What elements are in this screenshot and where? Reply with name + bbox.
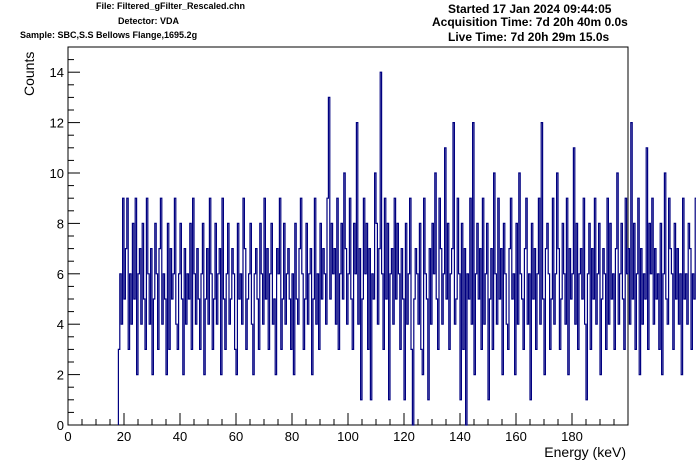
x-tick-label: 140 xyxy=(449,429,471,444)
y-tick-label: 4 xyxy=(57,317,64,332)
y-tick-label: 8 xyxy=(57,216,64,231)
x-tick-label: 20 xyxy=(117,429,131,444)
file-name-label: File: Filtered_gFilter_Rescaled.chn xyxy=(96,1,246,11)
x-axis-ticks: 0 20 40 60 80 100 120 140 160 180 xyxy=(64,413,629,444)
x-tick-label: 180 xyxy=(561,429,583,444)
detector-label: Detector: VDA xyxy=(118,16,180,26)
x-tick-label: 60 xyxy=(229,429,243,444)
sample-label: Sample: SBC,S.S Bellows Flange,1695.2g xyxy=(20,30,198,40)
y-tick-label: 10 xyxy=(50,166,64,181)
x-tick-label: 0 xyxy=(64,429,71,444)
y-tick-label: 14 xyxy=(50,65,64,80)
start-time-label: Started 17 Jan 2024 09:44:05 xyxy=(448,2,612,16)
spectrum-series-line xyxy=(117,71,696,426)
y-tick-label: 6 xyxy=(57,267,64,282)
live-time-label: Live Time: 7d 20h 29m 15.0s xyxy=(448,30,610,44)
y-axis-ticks: 0 2 4 6 8 10 12 14 xyxy=(50,46,80,433)
y-tick-label: 2 xyxy=(57,368,64,383)
series-layer xyxy=(117,71,696,426)
x-tick-label: 40 xyxy=(173,429,187,444)
x-axis-label: Energy (keV) xyxy=(544,444,626,460)
x-tick-label: 120 xyxy=(393,429,415,444)
x-tick-label: 160 xyxy=(505,429,527,444)
y-tick-label: 0 xyxy=(57,418,64,433)
y-axis-label: Counts xyxy=(21,52,37,96)
acquisition-time-label: Acquisition Time: 7d 20h 40m 0.0s xyxy=(432,15,628,29)
x-tick-label: 100 xyxy=(337,429,359,444)
y-tick-label: 12 xyxy=(50,116,64,131)
x-tick-label: 80 xyxy=(285,429,299,444)
